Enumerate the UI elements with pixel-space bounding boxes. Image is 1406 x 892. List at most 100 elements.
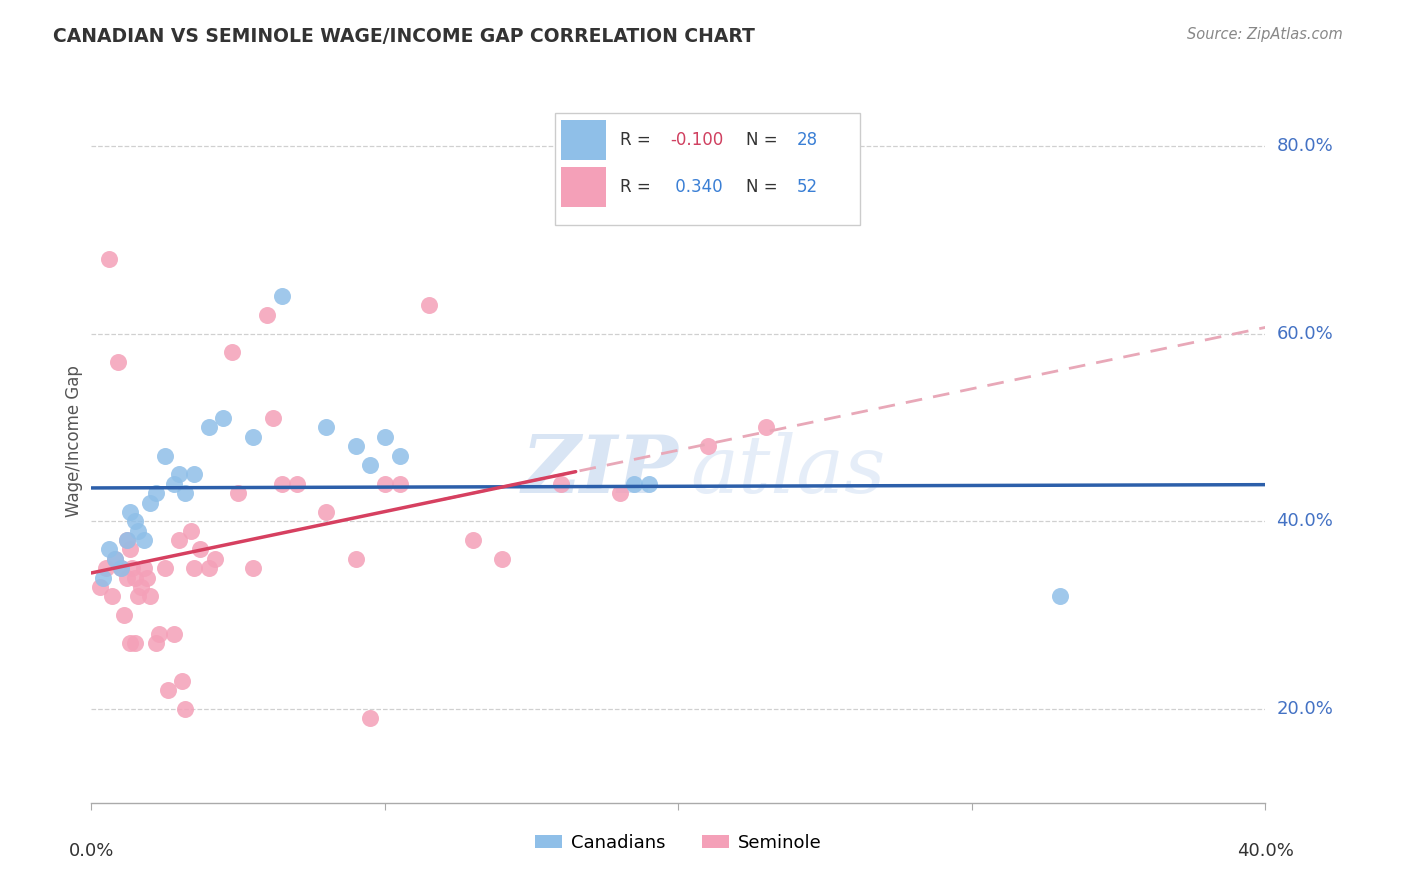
Point [129, 580, 152, 594]
Point [107, 355, 129, 369]
Point [145, 636, 167, 650]
Bar [561, 167, 606, 207]
Point [118, 542, 141, 557]
Point [271, 476, 294, 491]
Point [755, 420, 778, 434]
Point [110, 561, 132, 575]
Point [174, 702, 197, 716]
Legend: Canadians, Seminole: Canadians, Seminole [527, 826, 830, 859]
Point [623, 476, 645, 491]
Point [285, 476, 308, 491]
Point [1049, 590, 1071, 604]
Point [127, 590, 149, 604]
Text: Source: ZipAtlas.com: Source: ZipAtlas.com [1187, 27, 1343, 42]
Point [124, 514, 146, 528]
Point [162, 476, 184, 491]
Point [91, 571, 114, 585]
Point [221, 345, 243, 359]
Point [212, 411, 235, 425]
Point [145, 486, 167, 500]
Point [104, 551, 127, 566]
Text: R =: R = [620, 178, 655, 196]
Text: -0.100: -0.100 [671, 131, 724, 149]
Point [359, 711, 381, 725]
Point [110, 561, 132, 575]
Text: 0.0%: 0.0% [69, 842, 114, 860]
Point [172, 673, 194, 688]
Point [418, 298, 440, 312]
Point [153, 449, 176, 463]
Point [98, 542, 121, 557]
Point [188, 542, 211, 557]
Point [183, 467, 205, 482]
Point [169, 533, 191, 547]
Point [94, 561, 117, 575]
Point [550, 476, 572, 491]
Point [127, 524, 149, 538]
Point [115, 533, 138, 547]
Point [491, 551, 513, 566]
Point [696, 439, 718, 453]
Point [315, 420, 337, 434]
Point [242, 561, 264, 575]
Text: 40.0%: 40.0% [1237, 842, 1294, 860]
Text: CANADIAN VS SEMINOLE WAGE/INCOME GAP CORRELATION CHART: CANADIAN VS SEMINOLE WAGE/INCOME GAP COR… [53, 27, 755, 45]
Text: atlas: atlas [690, 432, 886, 509]
Point [174, 486, 197, 500]
Point [183, 561, 205, 575]
Text: 0.340: 0.340 [671, 178, 723, 196]
Point [359, 458, 381, 472]
FancyBboxPatch shape [555, 112, 860, 225]
Text: 20.0%: 20.0% [1277, 700, 1333, 718]
Point [115, 571, 138, 585]
Text: N =: N = [747, 178, 783, 196]
Point [388, 449, 411, 463]
Text: 80.0%: 80.0% [1277, 137, 1333, 155]
Point [180, 524, 202, 538]
Point [197, 561, 219, 575]
Point [226, 486, 249, 500]
Point [344, 551, 367, 566]
Point [388, 476, 411, 491]
Point [118, 505, 141, 519]
Point [197, 420, 219, 434]
Point [134, 561, 156, 575]
Point [139, 495, 162, 509]
Point [98, 252, 121, 266]
Text: 52: 52 [797, 178, 818, 196]
Text: 28: 28 [797, 131, 818, 149]
Point [121, 561, 143, 575]
Point [104, 551, 127, 566]
Point [136, 571, 159, 585]
Text: 40.0%: 40.0% [1277, 512, 1333, 531]
Point [461, 533, 484, 547]
Point [256, 308, 278, 322]
Point [112, 608, 135, 623]
Text: 60.0%: 60.0% [1277, 325, 1333, 343]
Text: N =: N = [747, 131, 783, 149]
Point [271, 289, 294, 303]
Point [89, 580, 111, 594]
Point [315, 505, 337, 519]
Point [153, 561, 176, 575]
Point [169, 467, 191, 482]
Point [262, 411, 284, 425]
Y-axis label: Wage/Income Gap: Wage/Income Gap [65, 366, 83, 517]
Point [118, 636, 141, 650]
Text: ZIP: ZIP [522, 432, 678, 509]
Text: R =: R = [620, 131, 655, 149]
Point [242, 430, 264, 444]
Point [124, 571, 146, 585]
Point [115, 533, 138, 547]
Point [139, 590, 162, 604]
Point [609, 486, 631, 500]
Point [344, 439, 367, 453]
Point [101, 590, 124, 604]
Point [162, 627, 184, 641]
Point [638, 476, 661, 491]
Point [204, 551, 226, 566]
Point [124, 636, 146, 650]
Point [374, 476, 396, 491]
Point [134, 533, 156, 547]
Point [156, 683, 179, 698]
